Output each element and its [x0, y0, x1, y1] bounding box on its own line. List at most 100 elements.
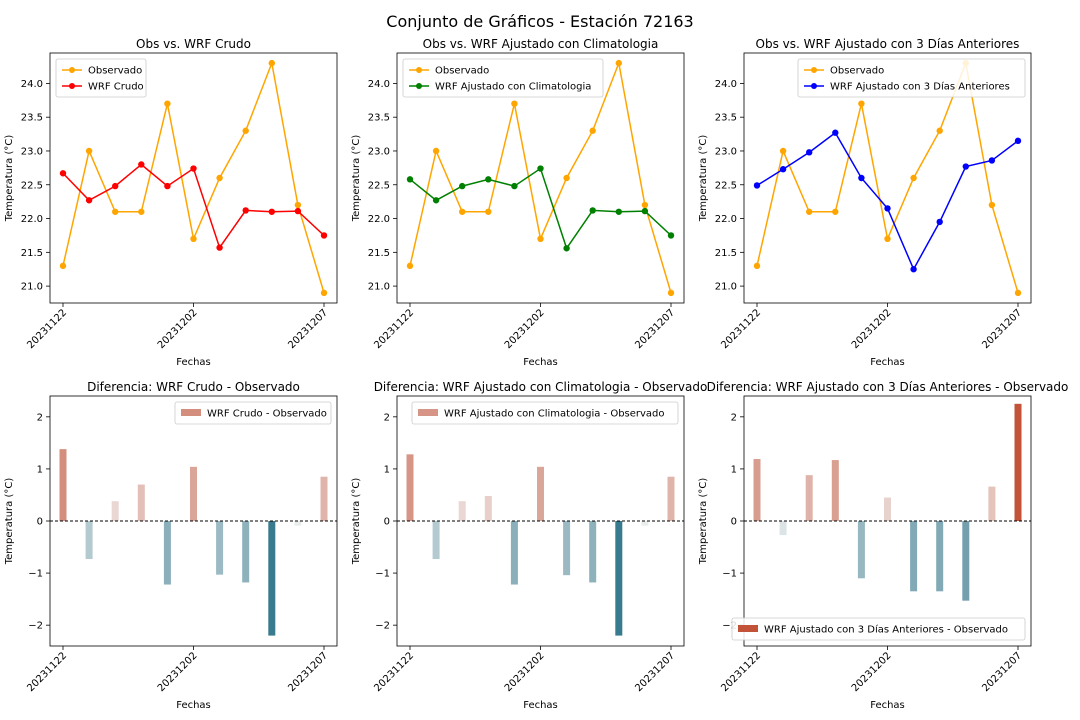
bar: [667, 476, 675, 521]
y-axis-label: Temperatura (°C): [698, 478, 709, 566]
data-point: [138, 161, 145, 168]
bar: [962, 521, 970, 601]
legend-marker-swatch: [69, 83, 75, 89]
x-tick-label: 20231202: [850, 650, 894, 694]
bar: [753, 459, 761, 521]
data-point: [112, 208, 119, 215]
data-point: [190, 235, 197, 243]
legend-label: WRF Ajustado con Climatologia: [435, 82, 591, 93]
x-axis-label: Fechas: [523, 700, 558, 711]
bar: [432, 521, 440, 560]
bar: [190, 466, 197, 521]
data-point: [884, 235, 891, 243]
bar: [484, 496, 492, 521]
data-point: [320, 289, 328, 297]
y-tick-label: 23.0: [715, 146, 737, 157]
data-point: [753, 182, 761, 189]
y-tick-label: 23.5: [21, 113, 43, 124]
data-point: [832, 129, 839, 136]
y-axis-label: Temperatura (°C): [351, 478, 362, 566]
data-point: [268, 208, 275, 215]
data-point: [806, 149, 813, 156]
legend-label: WRF Crudo - Observado: [207, 409, 327, 420]
chart-title: Diferencia: WRF Ajustado con 3 Días Ante…: [707, 380, 1069, 394]
data-point: [459, 208, 466, 215]
y-tick-label: 23.5: [715, 113, 737, 124]
data-point: [432, 147, 440, 155]
bar: [137, 484, 145, 521]
legend: WRF Ajustado con Climatologia - Observad…: [411, 401, 679, 425]
y-tick-label: 22.0: [715, 214, 737, 225]
legend-marker-swatch: [416, 67, 422, 73]
bar: [884, 497, 891, 521]
legend-bar-swatch: [418, 409, 438, 416]
data-point: [242, 207, 249, 214]
series-line: [409, 60, 672, 294]
data-point: [988, 157, 996, 164]
x-tick-label: 20231207: [633, 307, 677, 351]
bar: [563, 521, 571, 576]
figure-title: Conjunto de Gráficos - Estación 72163: [386, 12, 693, 31]
data-point: [406, 176, 414, 183]
bar: [779, 521, 787, 536]
legend-label: WRF Ajustado con 3 Días Anteriores - Obs…: [764, 624, 1008, 636]
y-tick-label: −2: [375, 621, 390, 632]
data-point: [216, 174, 223, 182]
y-tick-label: 24.0: [715, 79, 737, 90]
y-axis-label: Temperatura (°C): [4, 135, 15, 223]
y-tick-label: −1: [375, 569, 390, 580]
data-point: [641, 201, 649, 209]
y-axis-label: Temperatura (°C): [4, 478, 15, 566]
legend: Observado WRF Ajustado con Climatologia: [402, 58, 604, 98]
series-line: [756, 60, 1019, 294]
data-point: [936, 127, 943, 134]
bar: [294, 521, 302, 526]
bar: [857, 521, 865, 579]
bar: [910, 521, 918, 592]
data-point: [563, 245, 570, 252]
bar: [805, 475, 813, 521]
chart-title: Obs vs. WRF Ajustado con 3 Días Anterior…: [756, 37, 1020, 51]
y-tick-label: −1: [722, 569, 737, 580]
legend-box: [411, 401, 679, 425]
legend-marker-swatch: [69, 67, 75, 73]
data-point: [164, 182, 171, 190]
y-tick-label: 0: [731, 517, 737, 528]
data-point: [164, 100, 171, 107]
data-point: [910, 174, 917, 182]
x-tick-label: 20231122: [372, 650, 416, 694]
bar: [216, 521, 224, 575]
y-tick-label: 22.5: [21, 180, 43, 191]
legend: Observado WRF Crudo: [55, 58, 147, 98]
data-point: [537, 235, 544, 243]
bar: [406, 454, 414, 521]
chart-obs-vs-wrf-3-dias: Obs vs. WRF Ajustado con 3 Días Anterior…: [698, 37, 1032, 368]
y-tick-label: −1: [28, 569, 43, 580]
bar: [85, 521, 93, 560]
legend-label: Observado: [435, 66, 489, 77]
x-axis-label: Fechas: [176, 700, 211, 711]
bar: [831, 460, 839, 521]
plot-frame: [743, 52, 1032, 304]
data-point: [511, 100, 518, 107]
plot-frame: [49, 52, 338, 304]
data-point: [753, 262, 761, 270]
data-point: [806, 208, 813, 215]
data-point: [216, 244, 223, 251]
y-tick-label: 21.0: [368, 282, 390, 293]
data-point: [294, 207, 302, 215]
data-point: [85, 147, 93, 155]
data-point: [858, 174, 865, 182]
y-tick-label: 0: [384, 517, 390, 528]
legend-label: Observado: [88, 66, 142, 77]
x-tick-label: 20231202: [156, 307, 200, 351]
y-tick-label: 23.0: [368, 146, 390, 157]
legend-label: WRF Ajustado con Climatologia - Observad…: [444, 409, 665, 420]
y-tick-label: 22.0: [21, 214, 43, 225]
x-tick-label: 20231122: [719, 650, 763, 694]
data-point: [779, 166, 787, 173]
legend-box: [55, 58, 147, 98]
chart-obs-vs-wrf-climatologia: Obs vs. WRF Ajustado con Climatologia 21.…: [351, 37, 685, 368]
bar: [163, 521, 171, 585]
